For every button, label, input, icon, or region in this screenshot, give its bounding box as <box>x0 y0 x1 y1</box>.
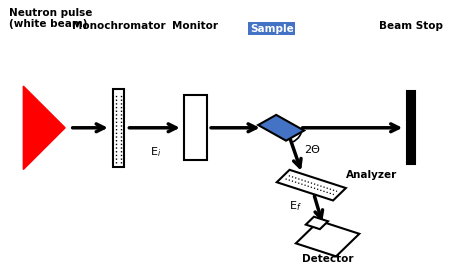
Bar <box>258 115 304 141</box>
Polygon shape <box>23 86 65 169</box>
Text: Analyzer: Analyzer <box>346 170 397 180</box>
Text: Monitor: Monitor <box>172 21 218 31</box>
Bar <box>113 89 124 167</box>
Bar <box>183 95 207 160</box>
Bar <box>296 221 359 256</box>
Text: E$_i$: E$_i$ <box>150 145 161 159</box>
Bar <box>277 170 346 201</box>
Text: Beam Stop: Beam Stop <box>379 21 443 31</box>
Text: Sample: Sample <box>250 23 294 34</box>
Text: Monochromator: Monochromator <box>72 21 165 31</box>
Text: 2Θ: 2Θ <box>304 145 320 155</box>
Text: Neutron pulse
(white beam): Neutron pulse (white beam) <box>9 8 93 30</box>
Text: E$_f$: E$_f$ <box>289 199 301 213</box>
Bar <box>306 217 328 229</box>
Bar <box>407 91 415 164</box>
Text: Detector: Detector <box>302 254 353 264</box>
